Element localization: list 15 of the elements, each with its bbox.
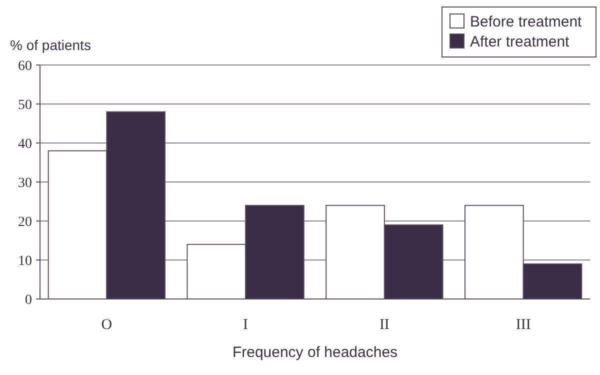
- y-tick-label: 40: [18, 136, 32, 152]
- x-tick-label: III: [516, 317, 531, 333]
- x-tick-label: I: [243, 317, 248, 333]
- y-tick-label: 30: [18, 176, 32, 191]
- y-axis-title: % of patients: [10, 37, 91, 53]
- y-tick-label: 0: [25, 292, 32, 308]
- y-tick-label: 20: [18, 214, 32, 230]
- legend-label: After treatment: [470, 33, 570, 50]
- y-tick-label: 60: [18, 58, 32, 74]
- x-axis-title: Frequency of headaches: [232, 344, 398, 361]
- legend-label: Before treatment: [470, 13, 583, 30]
- y-tick-label: 50: [18, 98, 32, 113]
- y-tick-label: 10: [18, 254, 32, 269]
- x-tick-label: O: [101, 317, 112, 333]
- x-tick-label: II: [379, 317, 390, 333]
